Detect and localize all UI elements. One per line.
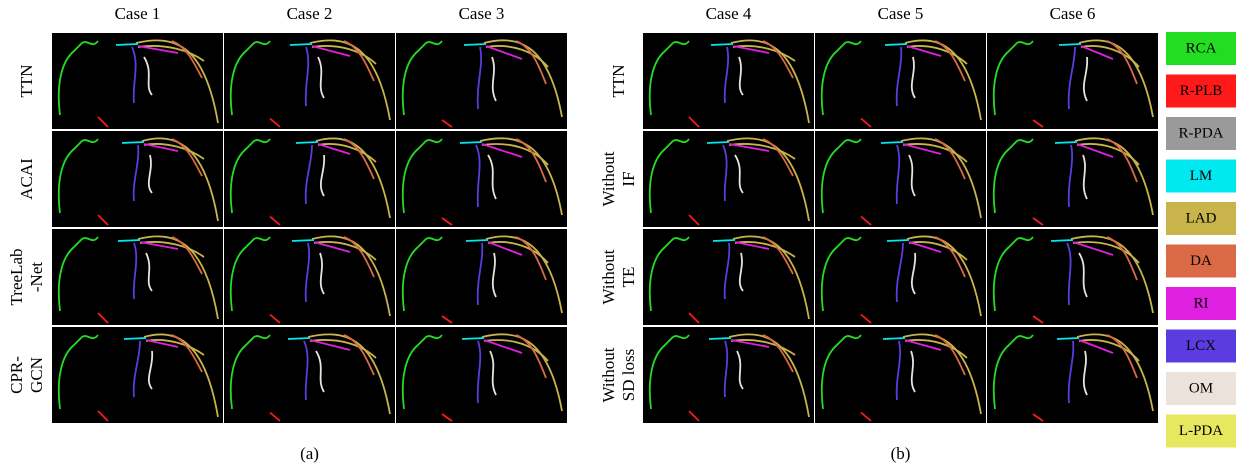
legend-label: LCX (1186, 338, 1216, 354)
row-label: TTN (17, 64, 36, 97)
legend-label: DA (1190, 253, 1212, 269)
legend-label: LAD (1186, 210, 1217, 226)
vessel (1051, 240, 1073, 241)
vessel (885, 44, 907, 45)
image-cell (987, 131, 1158, 227)
image-cell (815, 229, 986, 325)
legend-label: R-PDA (1178, 125, 1223, 141)
vessel (466, 240, 488, 241)
vessel (464, 44, 486, 45)
vessel (709, 338, 731, 339)
column-header: Case 3 (459, 4, 505, 23)
vessel (1059, 44, 1081, 45)
legend-label: LM (1190, 168, 1213, 184)
image-cell (643, 229, 814, 325)
legend-label: RI (1194, 295, 1209, 311)
image-cell (815, 131, 986, 227)
image-cell (396, 33, 567, 129)
vessel (713, 240, 735, 241)
image-cell (815, 33, 986, 129)
row-label: TTN (609, 64, 628, 97)
vessel (1055, 142, 1077, 143)
image-cell (52, 229, 223, 325)
image-cell (224, 229, 395, 325)
row-label: CPR- (7, 356, 26, 394)
image-cell (643, 131, 814, 227)
column-header: Case 2 (287, 4, 333, 23)
image-cell (643, 327, 814, 423)
legend-label: OM (1189, 380, 1213, 396)
legend-label: R-PLB (1180, 83, 1223, 99)
vessel (290, 44, 312, 45)
image-cell (987, 33, 1158, 129)
row-label: Without (599, 249, 618, 304)
vessel (460, 142, 482, 143)
image-cell (987, 327, 1158, 423)
image-cell (52, 327, 223, 423)
vessel (883, 338, 905, 339)
image-cell (643, 33, 814, 129)
image-cell (52, 131, 223, 227)
vessel (118, 240, 140, 241)
vessel (292, 240, 314, 241)
image-cell (224, 131, 395, 227)
image-cell (224, 327, 395, 423)
column-header: Case 5 (878, 4, 924, 23)
row-label: TreeLab (7, 249, 26, 306)
image-cell (987, 229, 1158, 325)
vessel (887, 240, 909, 241)
vessel (296, 142, 318, 143)
vessel (116, 44, 138, 45)
column-header: Case 4 (706, 4, 752, 23)
row-label: Without (599, 347, 618, 402)
row-label: ACAI (17, 158, 36, 200)
row-label: SD loss (619, 349, 638, 401)
panel-caption: (a) (300, 444, 319, 463)
vessel (288, 338, 310, 339)
row-label: -Net (27, 262, 46, 292)
legend-label: L-PDA (1179, 423, 1223, 439)
image-cell (815, 327, 986, 423)
row-label: IF (619, 171, 638, 186)
column-header: Case 1 (115, 4, 161, 23)
image-cell (224, 33, 395, 129)
vessel (1057, 338, 1079, 339)
vessel (462, 338, 484, 339)
vessel (124, 338, 146, 339)
vessel (707, 142, 729, 143)
row-label: TE (619, 267, 638, 288)
vessel (122, 142, 144, 143)
vessel (881, 142, 903, 143)
panel-caption: (b) (891, 444, 911, 463)
image-cell (396, 131, 567, 227)
row-label: Without (599, 151, 618, 206)
figure: Case 1 Case 2 Case 3 TTN ACAI TreeLab-Net CPR-… (0, 0, 1239, 472)
row-label: GCN (27, 357, 46, 393)
column-header: Case 6 (1050, 4, 1096, 23)
image-cell (396, 229, 567, 325)
image-cell (396, 327, 567, 423)
vessel (711, 44, 733, 45)
image-cell (52, 33, 223, 129)
legend-label: RCA (1186, 40, 1217, 56)
